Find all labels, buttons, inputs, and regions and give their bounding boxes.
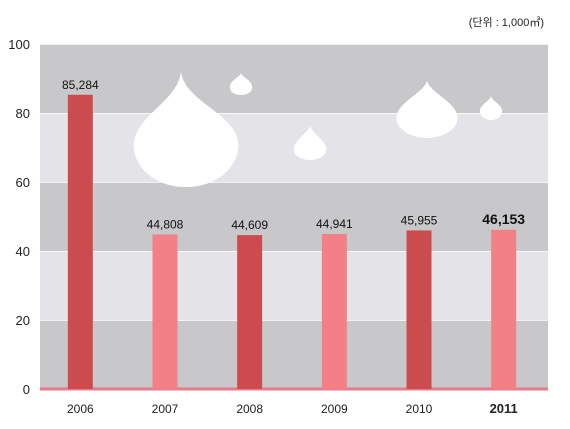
water-drop-medium [293,126,327,160]
grid-band [40,320,548,389]
water-drop-decorations [133,72,503,187]
data-label-2007: 44,808 [147,217,184,231]
data-label-2009: 44,941 [316,217,353,231]
y-axis-ticks: 0 20 40 60 80 100 [8,37,30,397]
data-label-2011: 46,153 [482,211,525,227]
grid-band [40,251,548,320]
y-tick-label: 80 [16,106,30,121]
water-drop-small [229,73,253,95]
y-tick-label: 100 [8,37,30,52]
water-drop-tiny [479,96,503,120]
grid-band [40,182,548,251]
data-label-2006: 85,284 [62,78,99,92]
y-tick-label: 20 [16,313,30,328]
x-tick-label: 2006 [67,402,94,416]
bar-2008 [237,235,263,389]
bar-2006 [67,94,93,389]
x-tick-label: 2007 [152,402,179,416]
x-tick-label: 2010 [406,402,433,416]
y-tick-label: 0 [23,382,30,397]
bar-2010 [406,230,432,389]
data-labels: 85,284 44,808 44,609 44,941 45,955 46,153 [62,78,525,232]
bar-2009 [321,233,347,389]
bars [67,94,517,389]
water-drop-large [133,72,239,187]
y-tick-label: 60 [16,175,30,190]
x-tick-label: 2011 [490,401,518,416]
background-bands [40,43,548,391]
grid-band [40,44,548,113]
bar-2011 [491,229,517,389]
water-drop-medium-large [396,81,458,138]
data-label-2008: 44,609 [231,218,268,232]
data-label-2010: 45,955 [401,213,438,227]
x-tick-label: 2008 [236,402,263,416]
x-axis-ticks: 2006 2007 2008 2009 2010 2011 [67,401,518,416]
bar-2007 [152,234,178,389]
x-tick-label: 2009 [321,402,348,416]
y-tick-label: 40 [16,244,30,259]
unit-label: (단위 : 1,000㎥) [468,17,544,29]
